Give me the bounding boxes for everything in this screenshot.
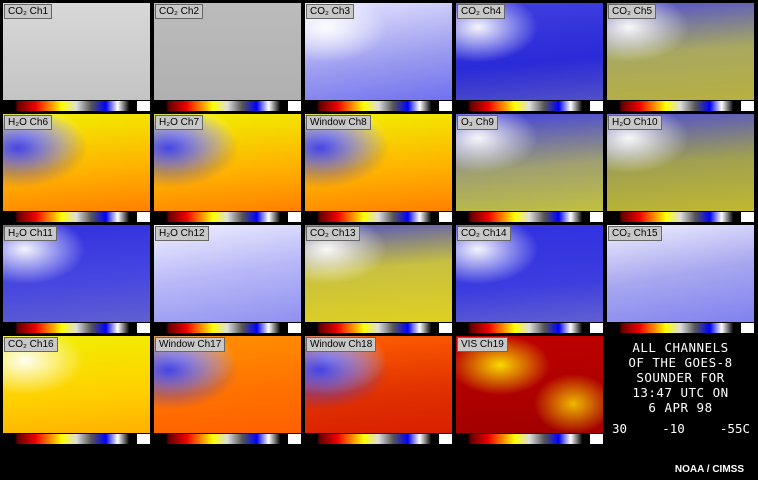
panel-label: H₂O Ch10 (608, 115, 662, 130)
color-bar (3, 101, 150, 111)
panel-label: H₂O Ch7 (155, 115, 204, 130)
scale-label: -55C (719, 421, 750, 436)
credit: NOAA / CIMSS (674, 464, 744, 475)
satellite-image: VIS Ch19 (456, 336, 603, 433)
panel-label: Window Ch17 (155, 337, 226, 352)
satellite-image: CO₂ Ch16 (3, 336, 150, 433)
panel-label: H₂O Ch11 (4, 226, 57, 241)
panel-label: CO₂ Ch13 (306, 226, 360, 241)
panel-label: CO₂ Ch4 (457, 4, 506, 19)
color-bar (607, 323, 754, 333)
panel-label: VIS Ch19 (457, 337, 508, 352)
caption-line: 13:47 UTC ON (632, 385, 729, 400)
satellite-image: Window Ch8 (305, 114, 452, 211)
color-bar (456, 434, 603, 444)
color-bar (456, 101, 603, 111)
satellite-image: CO₂ Ch2 (154, 3, 301, 100)
satellite-image: CO₂ Ch13 (305, 225, 452, 322)
scale-label: -10 (662, 421, 685, 436)
panel-label: CO₂ Ch3 (306, 4, 355, 19)
panel-label: H₂O Ch12 (155, 226, 209, 241)
color-bar (607, 101, 754, 111)
color-bar (305, 434, 452, 444)
color-bar (3, 323, 150, 333)
color-bar (305, 212, 452, 222)
color-bar (154, 323, 301, 333)
caption-line: ALL CHANNELS (632, 340, 729, 355)
satellite-image: CO₂ Ch5 (607, 3, 754, 100)
color-bar (3, 212, 150, 222)
temperature-scale: 30 -10 -55C (612, 421, 750, 436)
color-bar (305, 323, 452, 333)
color-bar (154, 212, 301, 222)
color-bar (3, 434, 150, 444)
panel-label: O₃ Ch9 (457, 115, 498, 130)
color-bar (456, 212, 603, 222)
satellite-image: Window Ch18 (305, 336, 452, 433)
panel-label: Window Ch8 (306, 115, 371, 130)
scale-label: 30 (612, 421, 628, 436)
satellite-image: H₂O Ch10 (607, 114, 754, 211)
panel-label: H₂O Ch6 (4, 115, 53, 130)
satellite-image: O₃ Ch9 (456, 114, 603, 211)
caption-line: 6 APR 98 (648, 400, 713, 415)
caption: ALL CHANNELS OF THE GOES-8 SOUNDER FOR 13:4… (607, 340, 754, 415)
panel-label: CO₂ Ch16 (4, 337, 58, 352)
panel-label: CO₂ Ch15 (608, 226, 662, 241)
satellite-image: H₂O Ch6 (3, 114, 150, 211)
satellite-image: Window Ch17 (154, 336, 301, 433)
color-bar (305, 101, 452, 111)
panel-label: CO₂ Ch5 (608, 4, 657, 19)
color-bar (607, 212, 754, 222)
caption-line: SOUNDER FOR (636, 370, 725, 385)
caption-line: OF THE GOES-8 (628, 355, 733, 370)
satellite-image: CO₂ Ch3 (305, 3, 452, 100)
panel-label: CO₂ Ch14 (457, 226, 511, 241)
satellite-image: H₂O Ch12 (154, 225, 301, 322)
panel-label: CO₂ Ch1 (4, 4, 53, 19)
color-bar (154, 434, 301, 444)
satellite-image: CO₂ Ch4 (456, 3, 603, 100)
panel-label: Window Ch18 (306, 337, 377, 352)
panel-label: CO₂ Ch2 (155, 4, 204, 19)
satellite-image: H₂O Ch11 (3, 225, 150, 322)
satellite-image: CO₂ Ch14 (456, 225, 603, 322)
satellite-image: CO₂ Ch1 (3, 3, 150, 100)
satellite-image: CO₂ Ch15 (607, 225, 754, 322)
color-bar (154, 101, 301, 111)
color-bar (456, 323, 603, 333)
satellite-image: H₂O Ch7 (154, 114, 301, 211)
